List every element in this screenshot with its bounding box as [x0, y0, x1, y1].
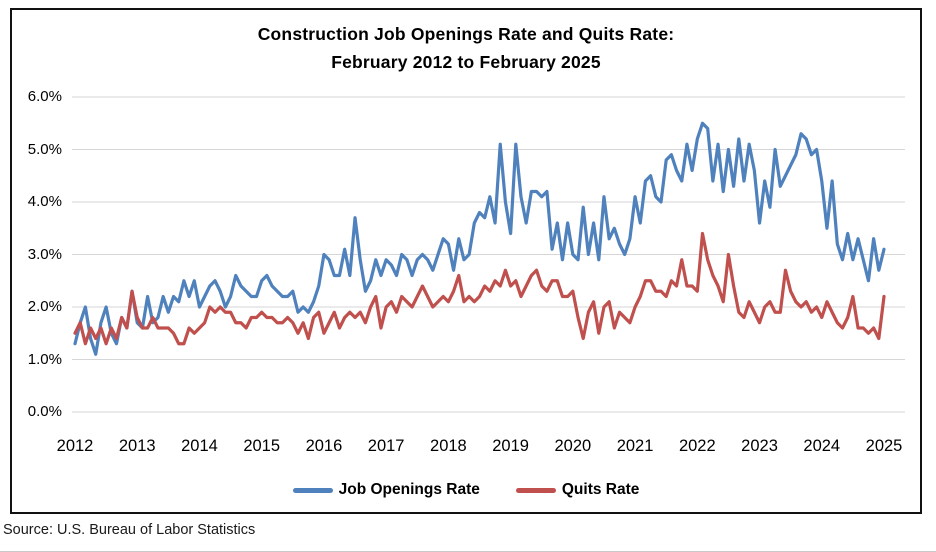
legend-label-job-openings: Job Openings Rate: [338, 481, 480, 498]
x-tick-label: 2021: [616, 437, 654, 455]
x-tick-label: 2013: [118, 437, 156, 455]
x-tick-label: 2014: [181, 437, 218, 455]
x-tick-label: 2012: [56, 437, 94, 455]
x-tick-label: 2018: [430, 437, 467, 455]
chart-title-line2: February 2012 to February 2025: [331, 52, 601, 72]
y-tick-label: 2.0%: [27, 298, 62, 315]
chart-title-line1: Construction Job Openings Rate and Quits…: [257, 24, 675, 44]
job-openings-line-swatch: [292, 487, 333, 493]
x-tick-label: 2017: [367, 437, 405, 455]
x-tick-label: 2015: [243, 437, 281, 455]
chart-frame: [10, 8, 922, 514]
source-note: Source: U.S. Bureau of Labor Statistics: [3, 522, 256, 538]
x-tick-label: 2020: [554, 437, 592, 455]
x-tick-label: 2019: [492, 437, 529, 455]
legend-label-quits: Quits Rate: [561, 481, 640, 498]
x-tick-label: 2016: [305, 437, 343, 455]
y-tick-label: 6.0%: [27, 88, 62, 105]
x-tick-label: 2025: [865, 437, 903, 455]
legend-item-job-openings: Job Openings Rate: [292, 481, 480, 499]
x-tick-label: 2023: [741, 437, 778, 455]
quits-rate-line: [73, 231, 886, 346]
y-tick-label: 4.0%: [27, 193, 62, 210]
x-tick-label: 2022: [678, 437, 716, 455]
y-tick-label: 0.0%: [27, 403, 62, 420]
legend: Job Openings Rate Quits Rate: [10, 478, 922, 502]
y-tick-label: 3.0%: [27, 245, 62, 263]
quits-line-swatch: [515, 487, 556, 493]
y-tick-label: 1.0%: [27, 350, 62, 368]
legend-item-quits: Quits Rate: [515, 481, 640, 499]
job-openings-rate-line: [73, 121, 886, 356]
y-tick-label: 5.0%: [27, 140, 62, 158]
x-tick-label: 2024: [803, 437, 841, 455]
chart-title: Construction Job Openings Rate and Quits…: [10, 20, 922, 76]
